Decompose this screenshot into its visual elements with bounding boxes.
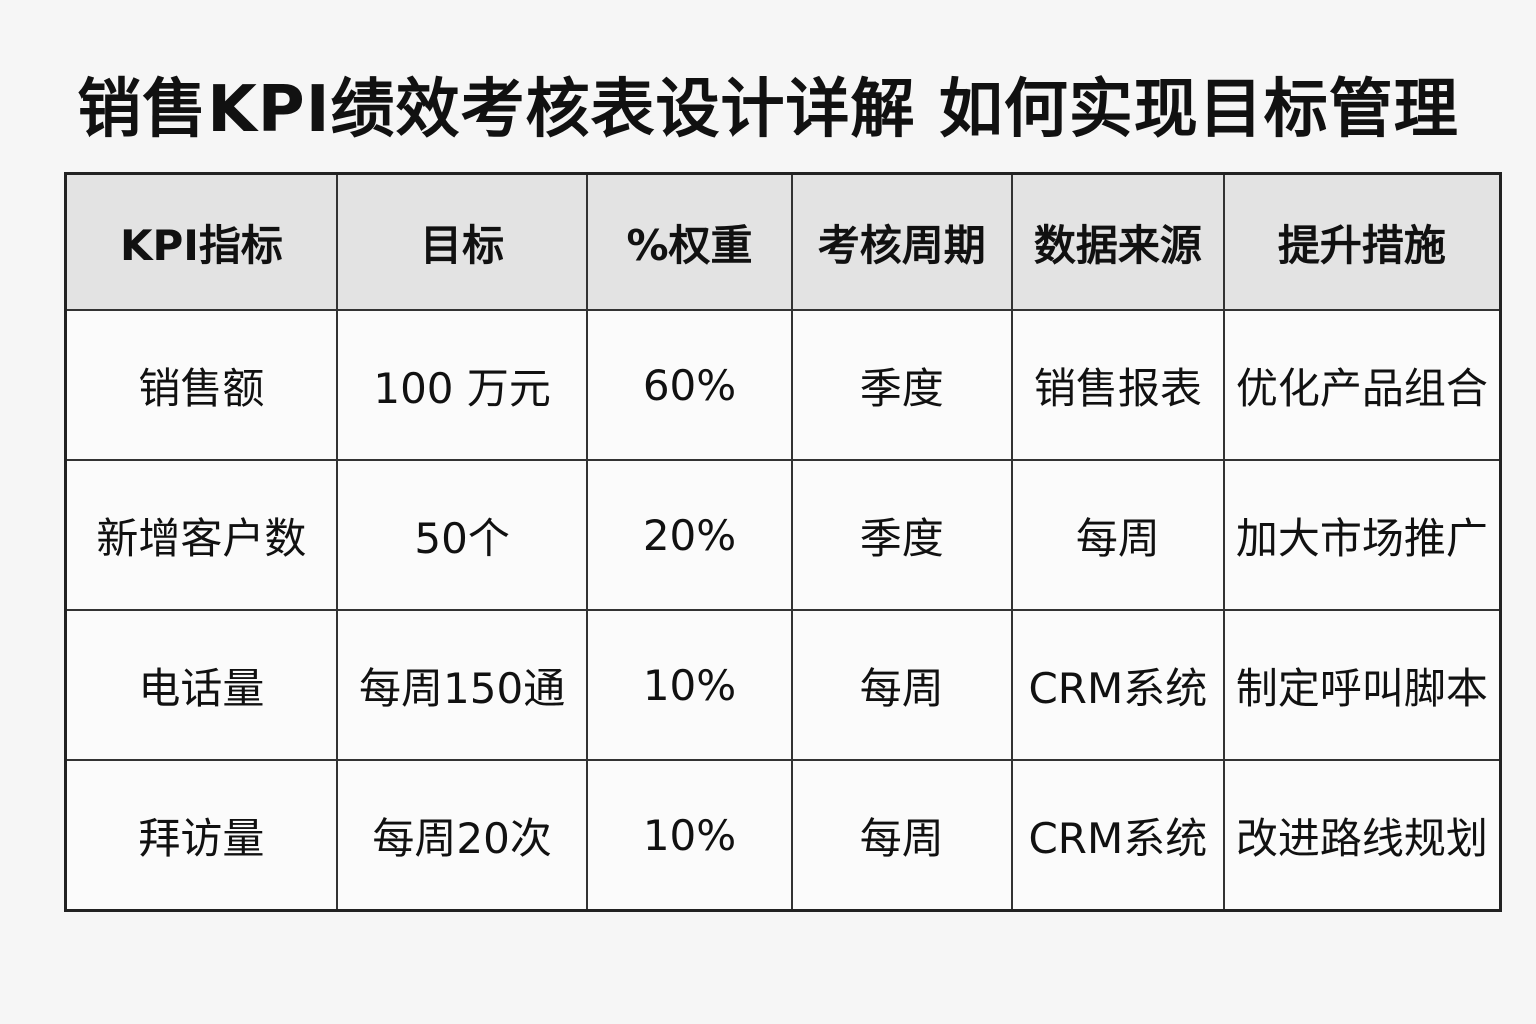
cell-period: 季度	[790, 459, 1014, 611]
table-header-row: KPI指标 目标 %权重 考核周期 数据来源 提升措施	[64, 172, 1502, 311]
cell-kpi: 电话量	[64, 609, 338, 761]
cell-target: 100 万元	[335, 309, 589, 461]
table-row: 拜访量 每周20次 10% 每周 CRM系统 改进路线规划	[64, 759, 1502, 912]
cell-period: 每周	[790, 609, 1014, 761]
cell-period: 每周	[790, 759, 1014, 912]
header-measures: 提升措施	[1222, 172, 1502, 311]
table-row: 新增客户数 50个 20% 季度 每周 加大市场推广	[64, 459, 1502, 611]
cell-weight: 10%	[586, 609, 793, 761]
header-weight: %权重	[586, 172, 793, 311]
page-title: 销售KPI绩效考核表设计详解 如何实现目标管理	[77, 73, 1459, 147]
header-target: 目标	[335, 172, 589, 311]
header-period: 考核周期	[790, 172, 1014, 311]
cell-target: 每周20次	[335, 759, 589, 912]
cell-measures: 加大市场推广	[1222, 459, 1502, 611]
header-source: 数据来源	[1011, 172, 1225, 311]
cell-target: 50个	[335, 459, 589, 611]
table-row: 销售额 100 万元 60% 季度 销售报表 优化产品组合	[64, 309, 1502, 461]
cell-period: 季度	[790, 309, 1014, 461]
cell-measures: 改进路线规划	[1222, 759, 1502, 912]
cell-measures: 优化产品组合	[1222, 309, 1502, 461]
cell-weight: 20%	[586, 459, 793, 611]
cell-source: 销售报表	[1011, 309, 1225, 461]
cell-source: CRM系统	[1011, 759, 1225, 912]
cell-kpi: 拜访量	[64, 759, 338, 912]
cell-weight: 10%	[586, 759, 793, 912]
cell-source: 每周	[1011, 459, 1225, 611]
table-row: 电话量 每周150通 10% 每周 CRM系统 制定呼叫脚本	[64, 609, 1502, 761]
cell-source: CRM系统	[1011, 609, 1225, 761]
cell-weight: 60%	[586, 309, 793, 461]
cell-kpi: 新增客户数	[64, 459, 338, 611]
cell-kpi: 销售额	[64, 309, 338, 461]
kpi-table: KPI指标 目标 %权重 考核周期 数据来源 提升措施 销售额 100 万元 6…	[64, 172, 1502, 912]
cell-measures: 制定呼叫脚本	[1222, 609, 1502, 761]
cell-target: 每周150通	[335, 609, 589, 761]
header-kpi: KPI指标	[64, 172, 338, 311]
